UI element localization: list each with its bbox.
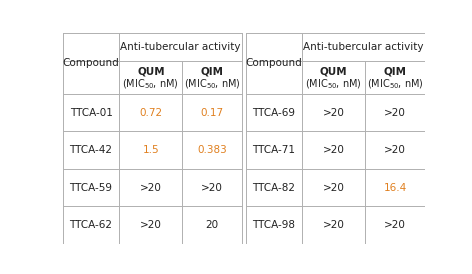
Text: >20: >20: [140, 183, 162, 193]
Text: TTCA-98: TTCA-98: [253, 220, 295, 230]
Text: (MIC$_{50}$, nM): (MIC$_{50}$, nM): [305, 78, 362, 91]
Text: Anti-tubercular activity: Anti-tubercular activity: [120, 42, 241, 52]
Text: (MIC$_{50}$, nM): (MIC$_{50}$, nM): [367, 78, 423, 91]
Text: Compound: Compound: [63, 58, 119, 68]
Text: Compound: Compound: [245, 58, 302, 68]
Text: >20: >20: [201, 183, 223, 193]
Text: >20: >20: [323, 145, 345, 155]
Text: >20: >20: [384, 220, 406, 230]
Text: 0.17: 0.17: [201, 108, 224, 118]
Text: QUM: QUM: [137, 66, 165, 76]
Text: QUM: QUM: [320, 66, 347, 76]
Text: TTCA-01: TTCA-01: [69, 108, 112, 118]
Text: TTCA-59: TTCA-59: [69, 183, 112, 193]
Text: >20: >20: [384, 108, 406, 118]
Text: 0.72: 0.72: [139, 108, 162, 118]
Text: >20: >20: [323, 220, 345, 230]
Text: 16.4: 16.4: [383, 183, 406, 193]
Text: TTCA-69: TTCA-69: [253, 108, 295, 118]
Text: >20: >20: [384, 145, 406, 155]
Text: >20: >20: [140, 220, 162, 230]
Text: Anti-tubercular activity: Anti-tubercular activity: [303, 42, 424, 52]
Text: TTCA-62: TTCA-62: [69, 220, 112, 230]
Text: 0.383: 0.383: [197, 145, 227, 155]
Text: 20: 20: [205, 220, 219, 230]
Text: QIM: QIM: [201, 66, 224, 76]
Text: TTCA-42: TTCA-42: [69, 145, 112, 155]
Text: QIM: QIM: [383, 66, 406, 76]
Text: TTCA-71: TTCA-71: [253, 145, 295, 155]
Text: >20: >20: [323, 108, 345, 118]
Text: TTCA-82: TTCA-82: [253, 183, 295, 193]
Text: (MIC$_{50}$, nM): (MIC$_{50}$, nM): [184, 78, 240, 91]
Text: (MIC$_{50}$, nM): (MIC$_{50}$, nM): [122, 78, 179, 91]
Text: 1.5: 1.5: [143, 145, 159, 155]
Text: >20: >20: [323, 183, 345, 193]
